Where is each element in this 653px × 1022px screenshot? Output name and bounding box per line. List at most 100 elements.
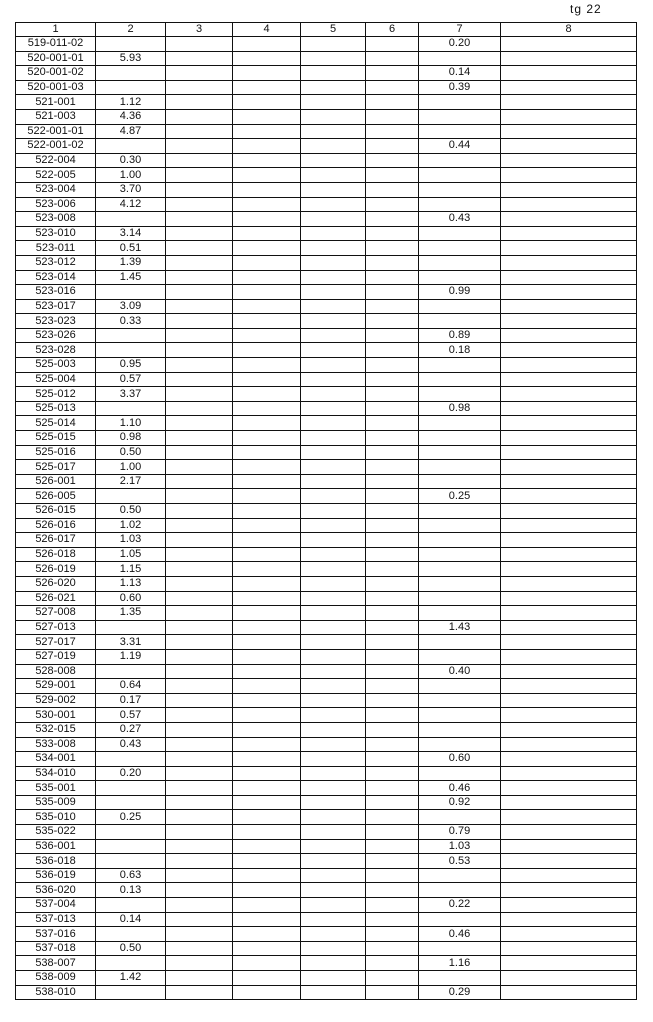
empty-cell <box>232 809 301 826</box>
cell-value: 1.13 <box>95 575 166 592</box>
empty-cell <box>300 386 366 402</box>
empty-cell <box>365 152 419 169</box>
cell-value: 3.70 <box>95 181 166 198</box>
empty-cell <box>365 517 419 534</box>
empty-cell <box>300 503 366 519</box>
empty-cell <box>365 546 419 563</box>
table-row: 535-001 0.46 <box>15 780 637 796</box>
cell-value: 1.35 <box>95 605 166 621</box>
table-row: 538-010 0.29 <box>15 984 637 1001</box>
empty-cell <box>500 313 637 329</box>
table-row: 523-006 4.12 <box>15 196 637 213</box>
table-row: 522-004 0.30 <box>15 152 637 169</box>
empty-cell <box>165 313 233 329</box>
cell-value <box>418 648 501 665</box>
table-row: 538-009 1.42 <box>15 970 637 986</box>
empty-cell <box>165 970 233 986</box>
cell-value <box>418 357 501 373</box>
cell-value <box>418 634 501 650</box>
table-row: 533-008 0.43 <box>15 736 637 753</box>
table-row: 529-001 0.64 <box>15 678 637 694</box>
row-code: 527-008 <box>15 605 96 621</box>
empty-cell <box>300 138 366 154</box>
cell-value <box>95 780 166 796</box>
empty-cell <box>365 65 419 81</box>
cell-value <box>95 794 166 811</box>
empty-cell <box>365 181 419 198</box>
empty-cell <box>300 50 366 67</box>
table-row: 537-013 0.14 <box>15 911 637 928</box>
cell-value <box>418 94 501 110</box>
empty-cell <box>300 473 366 490</box>
table-row: 526-005 0.25 <box>15 488 637 504</box>
cell-value: 0.30 <box>95 152 166 169</box>
cell-value: 0.57 <box>95 707 166 723</box>
empty-cell <box>365 634 419 650</box>
cell-value: 4.12 <box>95 196 166 213</box>
empty-cell <box>300 970 366 986</box>
row-code: 525-012 <box>15 386 96 402</box>
empty-cell <box>365 940 419 957</box>
empty-cell <box>365 430 419 446</box>
empty-cell <box>300 269 366 286</box>
empty-cell <box>500 532 637 548</box>
empty-cell <box>165 488 233 504</box>
empty-cell <box>300 123 366 140</box>
cell-value <box>95 619 166 636</box>
empty-cell <box>500 940 637 957</box>
row-code: 536-018 <box>15 853 96 869</box>
row-code: 537-013 <box>15 911 96 928</box>
empty-cell <box>365 780 419 796</box>
cell-value <box>95 984 166 1001</box>
empty-cell <box>165 211 233 227</box>
table-row: 525-017 1.00 <box>15 459 637 475</box>
row-code: 537-016 <box>15 926 96 942</box>
row-code: 522-004 <box>15 152 96 169</box>
empty-cell <box>232 605 301 621</box>
table-row: 523-012 1.39 <box>15 254 637 271</box>
table-row: 526-020 1.13 <box>15 575 637 592</box>
data-table: 1 2 3 4 5 6 7 8 519-011-02 0.20 520-001-01… <box>15 22 637 1001</box>
column-header: 6 <box>365 22 419 37</box>
cell-value <box>95 488 166 504</box>
empty-cell <box>365 619 419 636</box>
table-row: 536-019 0.63 <box>15 867 637 884</box>
empty-cell <box>365 824 419 840</box>
cell-value: 0.50 <box>95 940 166 957</box>
empty-cell <box>232 970 301 986</box>
empty-cell <box>365 970 419 986</box>
empty-cell <box>365 357 419 373</box>
row-code: 526-016 <box>15 517 96 534</box>
empty-cell <box>232 313 301 329</box>
row-code: 526-019 <box>15 561 96 577</box>
cell-value <box>95 400 166 417</box>
empty-cell <box>300 955 366 971</box>
column-header: 1 <box>15 22 96 37</box>
row-code: 523-012 <box>15 254 96 271</box>
empty-cell <box>500 955 637 971</box>
table-row: 527-017 3.31 <box>15 634 637 650</box>
empty-cell <box>300 824 366 840</box>
empty-cell <box>300 678 366 694</box>
empty-cell <box>165 167 233 183</box>
empty-cell <box>500 678 637 694</box>
empty-cell <box>300 838 366 855</box>
empty-cell <box>365 400 419 417</box>
cell-value: 0.99 <box>418 284 501 300</box>
empty-cell <box>365 108 419 125</box>
cell-value <box>418 196 501 213</box>
table-row: 523-026 0.89 <box>15 327 637 344</box>
empty-cell <box>165 123 233 140</box>
empty-cell <box>365 794 419 811</box>
cell-value <box>95 138 166 154</box>
empty-cell <box>232 532 301 548</box>
column-header: 2 <box>95 22 166 37</box>
cell-value <box>95 327 166 344</box>
empty-cell <box>300 225 366 242</box>
row-code: 525-016 <box>15 444 96 461</box>
table-row: 519-011-02 0.20 <box>15 36 637 52</box>
cell-value: 0.98 <box>418 400 501 417</box>
table-row: 534-001 0.60 <box>15 751 637 767</box>
empty-cell <box>500 926 637 942</box>
empty-cell <box>365 36 419 52</box>
